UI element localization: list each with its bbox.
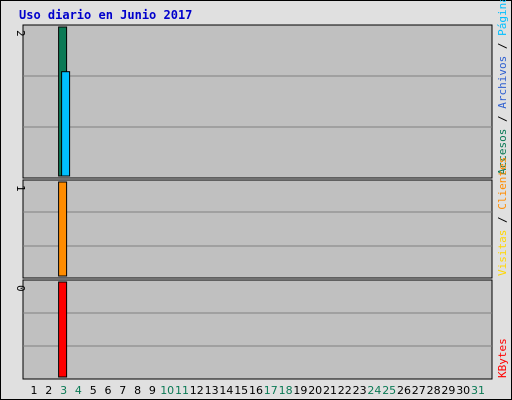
x-tick-label-day-23: 23 <box>353 384 367 397</box>
legend-separator: / <box>496 43 509 56</box>
legend-separator: / <box>496 216 509 229</box>
x-tick-label-day-29: 29 <box>441 384 455 397</box>
x-tick-label-day-8: 8 <box>134 384 141 397</box>
x-tick-label-day-27: 27 <box>412 384 426 397</box>
legend-entry-kbytes: KBytes <box>496 338 509 378</box>
x-tick-label-day-1: 1 <box>31 384 38 397</box>
plot-panel-top <box>22 24 493 179</box>
x-tick-label-day-9: 9 <box>149 384 156 397</box>
x-tick-label-day-28: 28 <box>427 384 441 397</box>
legend-entry-clientes: Clientes <box>496 157 509 217</box>
x-tick-label-day-14: 14 <box>219 384 233 397</box>
x-tick-label-day-17: 17 <box>264 384 278 397</box>
x-tick-label-day-4: 4 <box>75 384 82 397</box>
legend-entry-visitas: Visitas <box>496 230 509 276</box>
x-tick-label-day-10: 10 <box>160 384 174 397</box>
x-tick-label-day-16: 16 <box>249 384 263 397</box>
legend-entry-archivos: Archivos <box>496 56 509 116</box>
x-tick-label-day-12: 12 <box>190 384 204 397</box>
x-tick-label-day-25: 25 <box>382 384 396 397</box>
legend-entry-páginas: Páginas <box>496 0 509 43</box>
legend-top: Accesos / Archivos / Páginas <box>496 0 509 175</box>
x-tick-label-day-2: 2 <box>45 384 52 397</box>
plot-panel-middle <box>22 179 493 279</box>
chart-title: Uso diario en Junio 2017 <box>19 8 192 22</box>
x-tick-label-day-26: 26 <box>397 384 411 397</box>
bar-páginas-day-3 <box>61 71 71 177</box>
bar-kbytes-day-3 <box>58 281 68 378</box>
x-tick-label-day-7: 7 <box>119 384 126 397</box>
x-tick-label-day-30: 30 <box>456 384 470 397</box>
y-tick-label-bottom: 0 <box>14 285 27 292</box>
x-tick-label-day-13: 13 <box>205 384 219 397</box>
x-tick-label-day-20: 20 <box>308 384 322 397</box>
legend-separator: / <box>496 115 509 128</box>
y-tick-label-middle: 1 <box>14 185 27 192</box>
bar-clientes-day-3 <box>58 181 68 277</box>
x-tick-label-day-21: 21 <box>323 384 337 397</box>
x-tick-label-day-6: 6 <box>105 384 112 397</box>
x-tick-label-day-11: 11 <box>175 384 189 397</box>
x-tick-label-day-18: 18 <box>279 384 293 397</box>
plot-panel-bottom <box>22 279 493 380</box>
x-tick-label-day-5: 5 <box>90 384 97 397</box>
x-tick-label-day-31: 31 <box>471 384 485 397</box>
legend-bottom: KBytes <box>496 338 509 378</box>
y-tick-label-top: 2 <box>14 30 27 37</box>
legend-entry-accesos: Accesos <box>496 129 509 175</box>
x-tick-label-day-3: 3 <box>60 384 67 397</box>
x-tick-label-day-24: 24 <box>367 384 381 397</box>
x-tick-label-day-19: 19 <box>293 384 307 397</box>
legend-middle: Visitas / Clientes <box>496 157 509 276</box>
x-tick-label-day-15: 15 <box>234 384 248 397</box>
x-tick-label-day-22: 22 <box>338 384 352 397</box>
